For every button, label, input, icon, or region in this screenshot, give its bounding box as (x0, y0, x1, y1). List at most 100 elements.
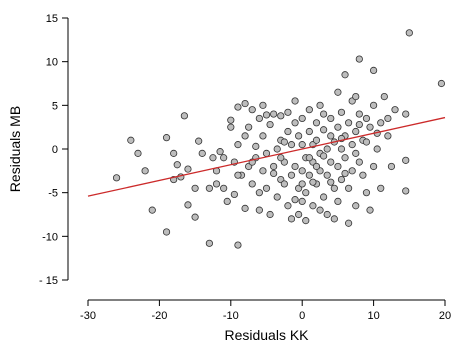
data-point (259, 132, 267, 140)
data-point (205, 239, 213, 247)
data-point (134, 149, 142, 157)
data-point (362, 114, 371, 123)
data-point (248, 180, 256, 188)
data-point (305, 127, 313, 136)
data-point (280, 180, 288, 188)
x-tick-label: 10 (367, 310, 379, 322)
data-point (309, 202, 317, 210)
data-point (355, 120, 363, 129)
data-point (437, 79, 446, 88)
data-point (402, 110, 410, 118)
data-point (352, 149, 360, 157)
data-point (287, 215, 296, 223)
data-point (270, 162, 278, 171)
data-point (302, 217, 310, 225)
y-tick-label: 5 (52, 100, 58, 112)
data-point (337, 145, 346, 153)
data-point (352, 202, 360, 210)
data-point (216, 148, 224, 156)
data-point (273, 145, 281, 153)
data-point (312, 136, 321, 144)
data-point (284, 202, 292, 210)
data-point (220, 154, 228, 162)
y-tick-label: 15 (46, 13, 58, 25)
data-point (345, 184, 353, 192)
regression-line (87, 116, 446, 197)
data-point (341, 169, 349, 178)
data-point (259, 167, 267, 175)
data-point (327, 158, 335, 166)
data-point (352, 127, 360, 136)
y-tick-label: -5 (48, 188, 58, 200)
data-point (241, 132, 249, 140)
data-point (320, 152, 328, 160)
data-point (170, 149, 178, 157)
data-point (180, 112, 188, 120)
data-point (255, 189, 263, 197)
data-point (320, 110, 328, 118)
data-point (330, 215, 338, 223)
data-point (291, 196, 299, 204)
data-point (377, 119, 385, 127)
data-point (191, 213, 199, 221)
data-point (234, 241, 242, 249)
data-point (191, 184, 199, 192)
data-point (362, 138, 371, 146)
data-point (309, 178, 317, 186)
data-point (305, 106, 313, 114)
data-point (345, 219, 353, 227)
data-point (280, 138, 288, 146)
axes: - 15 -10 -5 0 5 10 15 -30 -20 -10 0 10 20 (39, 13, 451, 322)
data-point (369, 162, 378, 171)
data-point (270, 169, 278, 178)
data-point (209, 154, 217, 162)
data-point (291, 97, 299, 105)
data-point (316, 206, 324, 214)
data-point (298, 197, 306, 205)
data-point (298, 180, 306, 188)
data-point (384, 114, 392, 123)
data-point (230, 190, 238, 199)
data-point (195, 137, 203, 145)
data-point (377, 184, 385, 192)
data-point (223, 197, 231, 205)
data-point (391, 106, 399, 114)
data-point (327, 178, 335, 186)
data-point (330, 184, 338, 192)
data-point (298, 114, 306, 123)
data-point (334, 162, 342, 171)
x-tick-label: 20 (439, 310, 451, 322)
data-point (266, 120, 274, 129)
data-point (334, 197, 342, 205)
data-point (298, 141, 306, 149)
x-axis-title: Residuals KK (224, 327, 309, 343)
data-point (241, 204, 249, 212)
data-point (252, 142, 260, 150)
data-point (162, 134, 171, 142)
data-point (362, 189, 371, 197)
x-tick-label: -30 (80, 310, 96, 322)
data-point (355, 110, 363, 118)
x-tick-label: -10 (223, 310, 239, 322)
data-point (248, 106, 256, 114)
data-point (284, 108, 292, 116)
data-point (334, 88, 342, 96)
y-tick-label: 10 (46, 57, 58, 69)
data-point (348, 141, 356, 149)
data-point (141, 167, 149, 175)
data-point (112, 174, 121, 182)
data-point (273, 193, 281, 201)
data-point (184, 201, 192, 209)
data-point (198, 149, 206, 157)
data-point (341, 154, 349, 162)
data-point (352, 93, 360, 101)
data-point (355, 55, 363, 63)
data-point (380, 93, 388, 101)
data-point (234, 171, 242, 179)
data-point (277, 154, 285, 162)
data-point (148, 206, 156, 214)
data-point (305, 171, 313, 179)
data-point (295, 132, 303, 140)
